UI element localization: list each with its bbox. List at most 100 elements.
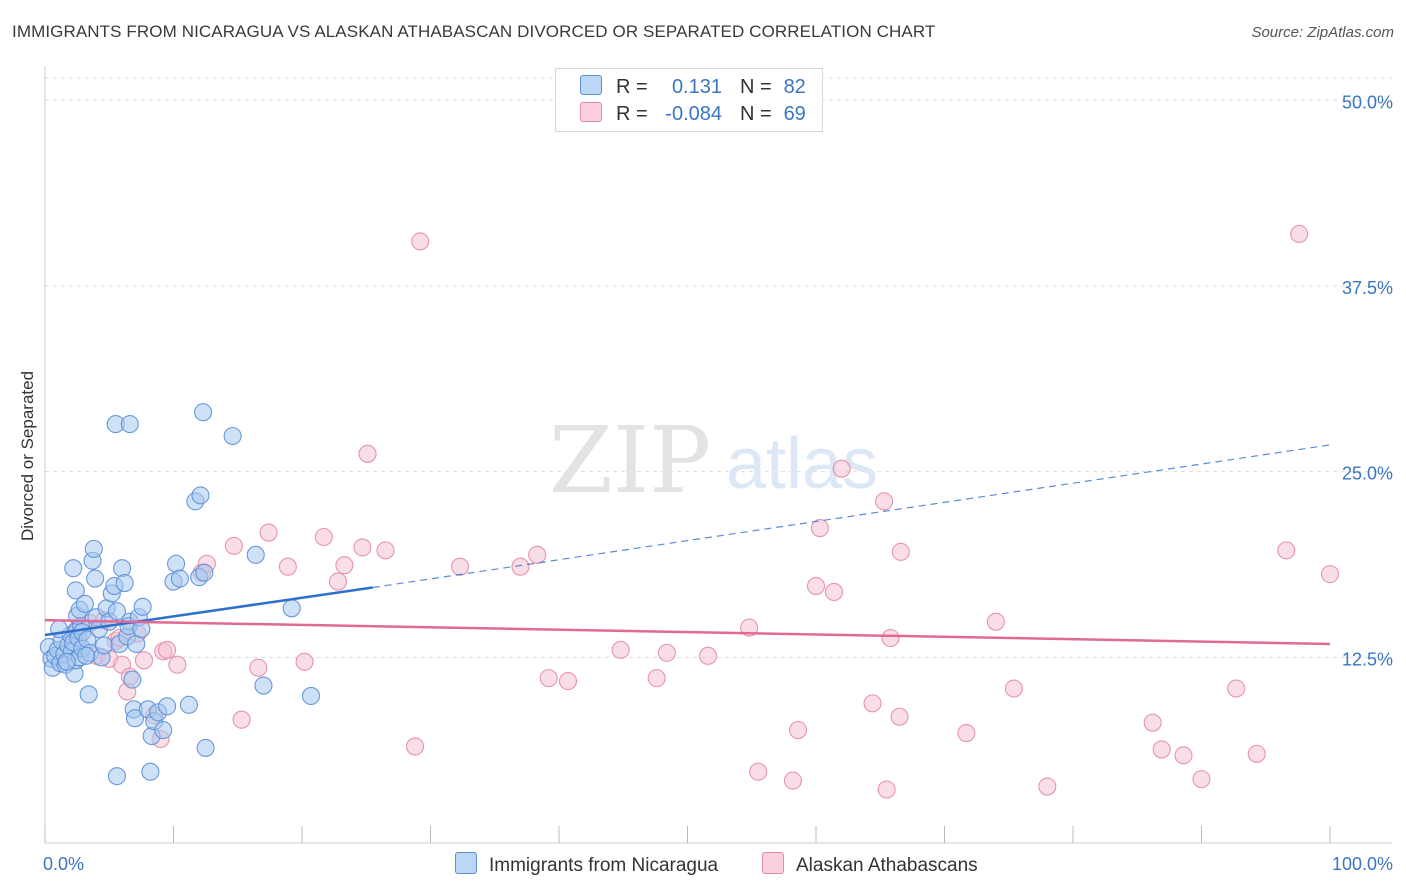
data-points — [39, 224, 1340, 799]
nicaragua-point — [120, 415, 139, 434]
grid-lines — [45, 77, 1392, 658]
nicaragua-point — [107, 602, 127, 621]
athabascan-point — [358, 444, 377, 463]
athabascan-point — [986, 612, 1005, 631]
series-legend: Immigrants from Nicaragua Alaskan Athaba… — [0, 852, 1406, 878]
athabascan-point — [810, 519, 829, 538]
chart-source: Source: ZipAtlas.com — [1251, 24, 1394, 41]
nicaragua-point — [223, 426, 242, 446]
nicaragua-point — [84, 539, 103, 558]
athabascan-point — [335, 556, 354, 575]
x-tick-label: 100.0% — [1332, 854, 1393, 874]
nicaragua-point — [66, 581, 85, 600]
nicaragua-point — [246, 545, 265, 564]
nicaragua-point — [113, 559, 132, 578]
athabascan-point — [881, 628, 900, 648]
athabascan-point — [806, 576, 826, 596]
watermark-zip: ZIP — [549, 407, 711, 514]
y-axis-title: Divorced or Separated — [18, 370, 37, 542]
nicaragua-point — [282, 599, 301, 618]
nicaragua-point — [57, 652, 76, 671]
axes — [44, 66, 1392, 844]
nicaragua-point — [170, 569, 189, 588]
athabascan-point — [1192, 770, 1211, 789]
athabascan-point — [528, 545, 547, 564]
series-legend-label: Alaskan Athabascans — [796, 855, 978, 876]
athabascan-point — [891, 542, 910, 561]
athabascan-point — [1320, 565, 1340, 584]
legend-r-value: 0.131 — [671, 76, 722, 98]
athabascan-point — [1004, 679, 1023, 698]
athabascan-point — [1174, 746, 1193, 765]
nicaragua-point — [86, 569, 105, 588]
athabascan-point — [278, 557, 297, 576]
athabascan-point — [1152, 740, 1171, 759]
athabascan-point — [1143, 713, 1162, 732]
nicaragua-point — [115, 573, 134, 593]
athabascan-point — [511, 557, 530, 576]
nicaragua-point — [123, 670, 142, 689]
athabascan-trend-line — [44, 618, 1331, 646]
athabascan-point — [890, 707, 909, 726]
athabascan-point — [875, 492, 894, 511]
nicaragua-point — [301, 686, 321, 705]
athabascan-point — [406, 737, 425, 756]
series-swatch-blue — [455, 852, 477, 874]
athabascan-point — [957, 724, 976, 743]
nicaragua-point — [125, 709, 144, 728]
series-legend-athabascan[interactable]: Alaskan Athabascans — [762, 852, 978, 877]
athabascan-point — [249, 658, 268, 677]
athabascan-point — [314, 527, 333, 547]
nicaragua-point — [194, 403, 213, 422]
athabascan-point — [788, 721, 808, 740]
athabascan-point — [539, 669, 558, 688]
legend-n-value: 82 — [783, 76, 806, 98]
athabascan-point — [1247, 744, 1266, 763]
y-tick-label: 25.0% — [1342, 464, 1393, 484]
athabascan-point — [1290, 224, 1309, 244]
nicaragua-trend-extension — [372, 444, 1331, 589]
athabascan-point — [134, 651, 153, 670]
x-tick-label: 0.0% — [43, 854, 84, 874]
athabascan-point — [232, 710, 251, 729]
nicaragua-point — [77, 646, 96, 665]
y-tick-label: 50.0% — [1342, 92, 1393, 112]
legend-r-value: -0.084 — [665, 103, 722, 125]
athabascan-point — [376, 541, 395, 560]
y-tick-label: 37.5% — [1342, 278, 1393, 298]
y-tick-label: 12.5% — [1342, 649, 1393, 669]
athabascan-point — [740, 618, 759, 637]
nicaragua-point — [141, 762, 160, 781]
legend-n-label: N = — [740, 103, 772, 125]
series-legend-nicaragua[interactable]: Immigrants from Nicaragua — [455, 852, 718, 877]
watermark-atlas: atlas — [726, 424, 878, 504]
nicaragua-point — [167, 554, 186, 573]
series-legend-label: Immigrants from Nicaragua — [489, 855, 719, 876]
athabascan-point — [328, 572, 348, 591]
athabascan-point — [657, 643, 676, 662]
nicaragua-point — [179, 695, 198, 714]
legend-n-label: N = — [740, 76, 772, 98]
athabascan-point — [877, 780, 896, 799]
chart-title: IMMIGRANTS FROM NICARAGUA VS ALASKAN ATH… — [12, 22, 936, 41]
athabascan-point — [353, 538, 372, 557]
nicaragua-point — [64, 559, 83, 578]
athabascan-point — [259, 523, 278, 542]
athabascan-point — [558, 672, 578, 691]
correlation-legend: R = 0.131 N = 82 R = -0.084 N = 69 — [555, 68, 823, 132]
nicaragua-point — [191, 486, 210, 505]
athabascan-point — [647, 669, 666, 688]
legend-row-nicaragua: R = 0.131 N = 82 — [580, 75, 806, 101]
athabascan-point — [699, 646, 718, 665]
athabascan-point — [295, 652, 314, 671]
nicaragua-point — [158, 697, 177, 716]
nicaragua-trend-line — [44, 586, 373, 637]
legend-swatch-blue — [580, 75, 602, 95]
nicaragua-point — [254, 676, 273, 695]
athabascan-point — [411, 232, 430, 251]
nicaragua-point — [95, 636, 114, 655]
nicaragua-point — [154, 721, 173, 740]
legend-r-label: R = — [616, 76, 648, 98]
athabascan-point — [451, 557, 470, 576]
